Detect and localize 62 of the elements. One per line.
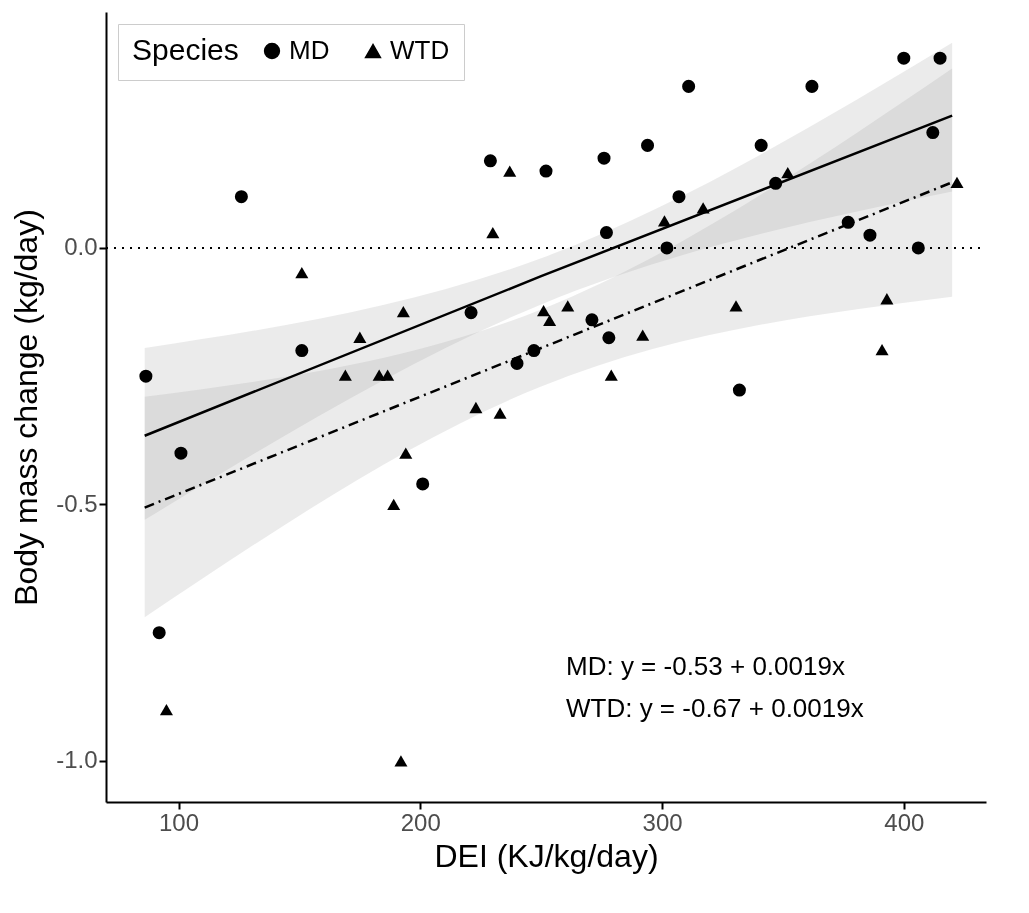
point <box>672 190 686 204</box>
point <box>781 166 795 179</box>
point <box>911 241 925 255</box>
point <box>152 626 166 640</box>
point <box>469 401 483 414</box>
point <box>599 226 613 240</box>
point <box>636 329 650 341</box>
point <box>933 51 947 65</box>
point <box>537 304 551 317</box>
point <box>353 331 367 343</box>
point <box>805 79 819 93</box>
point <box>863 228 877 242</box>
point <box>602 331 616 345</box>
point <box>561 300 575 312</box>
point <box>416 477 430 491</box>
point <box>464 306 478 320</box>
point <box>597 151 611 165</box>
point <box>394 755 408 767</box>
annotation: MD: y = -0.53 + 0.0019x <box>566 651 845 681</box>
point <box>875 343 889 356</box>
x-tick-label: 200 <box>400 808 441 836</box>
point <box>585 313 599 327</box>
point <box>399 447 413 459</box>
y-tick-label: -0.5 <box>56 489 98 517</box>
x-tick-label: 400 <box>884 808 925 836</box>
point <box>950 176 964 188</box>
x-tick-label: 100 <box>159 808 200 836</box>
point <box>174 446 188 460</box>
point <box>159 704 173 716</box>
point <box>483 154 497 168</box>
point <box>539 164 553 178</box>
y-tick-label: 0.0 <box>64 233 98 261</box>
point <box>387 498 401 511</box>
y-tick-label: -1.0 <box>56 746 98 774</box>
point <box>543 314 557 326</box>
y-axis-title: Body mass change (kg/day) <box>8 209 45 606</box>
point <box>338 369 352 381</box>
point <box>503 165 517 177</box>
point <box>660 241 674 255</box>
point <box>139 369 153 383</box>
x-tick-label: 300 <box>642 808 683 836</box>
annotation: WTD: y = -0.67 + 0.0019x <box>566 693 864 723</box>
point <box>486 226 500 239</box>
legend-title: Species <box>132 33 239 66</box>
point <box>493 407 507 419</box>
legend-label: WTD <box>390 35 450 65</box>
point <box>926 126 940 140</box>
point <box>732 383 746 397</box>
point <box>754 138 768 152</box>
point <box>295 344 309 358</box>
point <box>880 293 894 305</box>
point <box>729 300 743 312</box>
x-axis-title: DEI (KJ/kg/day) <box>434 837 659 874</box>
point <box>234 190 248 204</box>
point <box>396 305 410 318</box>
point <box>897 51 911 65</box>
point <box>381 369 395 381</box>
point <box>295 266 309 279</box>
point <box>682 79 696 93</box>
legend-label: MD <box>289 35 330 65</box>
point <box>604 369 618 381</box>
point <box>641 138 655 152</box>
